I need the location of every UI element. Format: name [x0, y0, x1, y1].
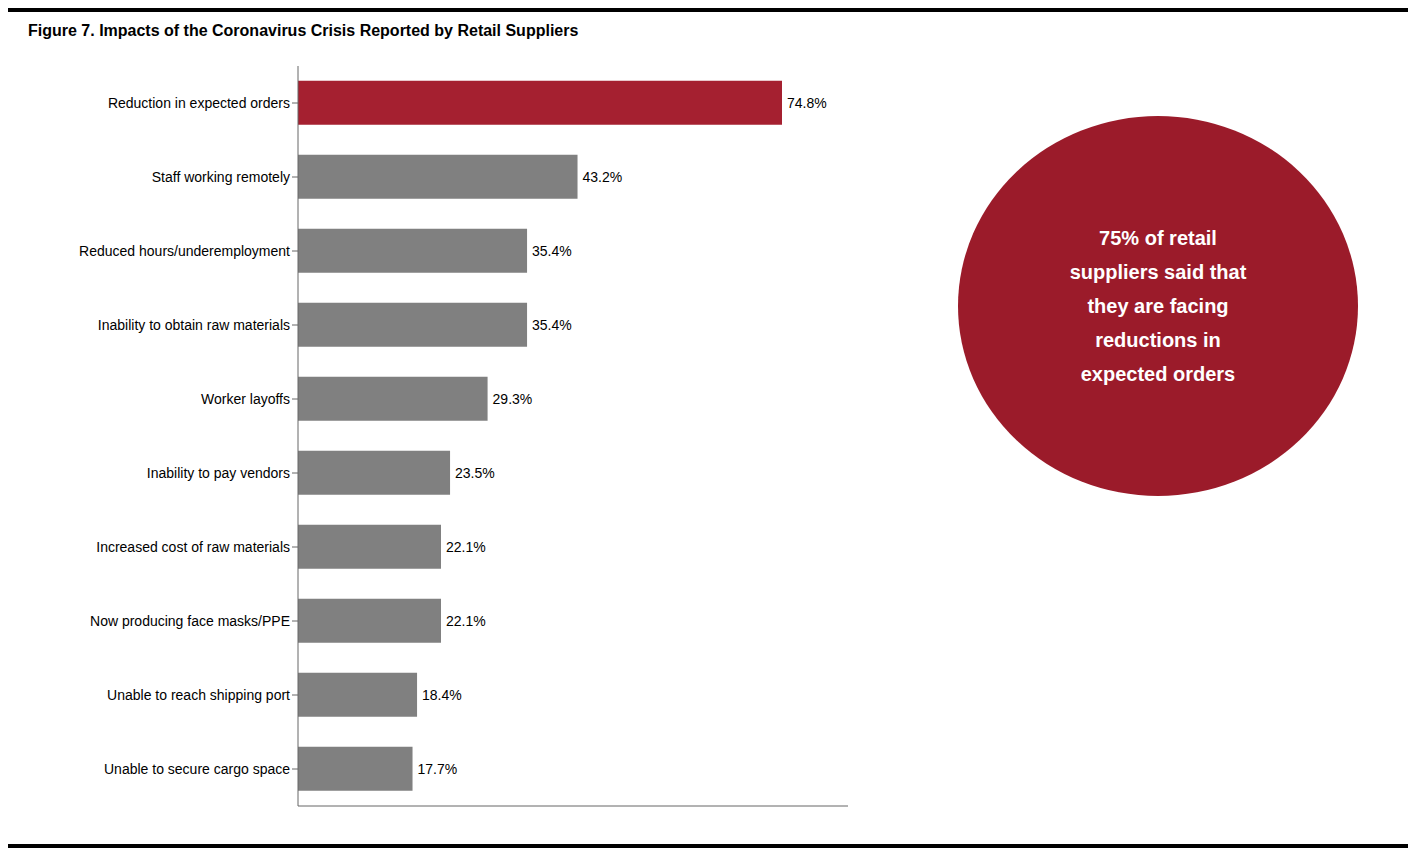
svg-text:Unable to reach shipping port: Unable to reach shipping port	[107, 687, 290, 703]
svg-text:Reduced hours/underemployment: Reduced hours/underemployment	[79, 243, 290, 259]
svg-text:29.3%: 29.3%	[493, 391, 533, 407]
svg-text:23.5%: 23.5%	[455, 465, 495, 481]
svg-text:22.1%: 22.1%	[446, 539, 486, 555]
svg-text:18.4%: 18.4%	[422, 687, 462, 703]
svg-text:43.2%: 43.2%	[583, 169, 623, 185]
svg-text:35.4%: 35.4%	[532, 317, 572, 333]
svg-text:Worker layoffs: Worker layoffs	[201, 391, 290, 407]
svg-text:Staff working remotely: Staff working remotely	[152, 169, 290, 185]
svg-text:Inability to pay vendors: Inability to pay vendors	[147, 465, 290, 481]
html-text:Figure 7. Impacts of the Coron: Figure 7. Impacts of the Coronavirus Cri…	[28, 22, 579, 39]
svg-text:Increased cost of raw material: Increased cost of raw materials	[96, 539, 290, 555]
svg-text:17.7%: 17.7%	[418, 761, 458, 777]
svg-text:Reduction in expected orders: Reduction in expected orders	[108, 95, 290, 111]
svg-text:74.8%: 74.8%	[787, 95, 827, 111]
svg-text:22.1%: 22.1%	[446, 613, 486, 629]
svg-text:Now producing face masks/PPE: Now producing face masks/PPE	[90, 613, 290, 629]
svg-text:35.4%: 35.4%	[532, 243, 572, 259]
svg-text:Inability to obtain raw materi: Inability to obtain raw materials	[98, 317, 290, 333]
html-text:75% of retail suppliers said t: 75% of retail suppliers said that they a…	[1069, 227, 1247, 385]
svg-text:Unable to secure cargo space: Unable to secure cargo space	[104, 761, 290, 777]
